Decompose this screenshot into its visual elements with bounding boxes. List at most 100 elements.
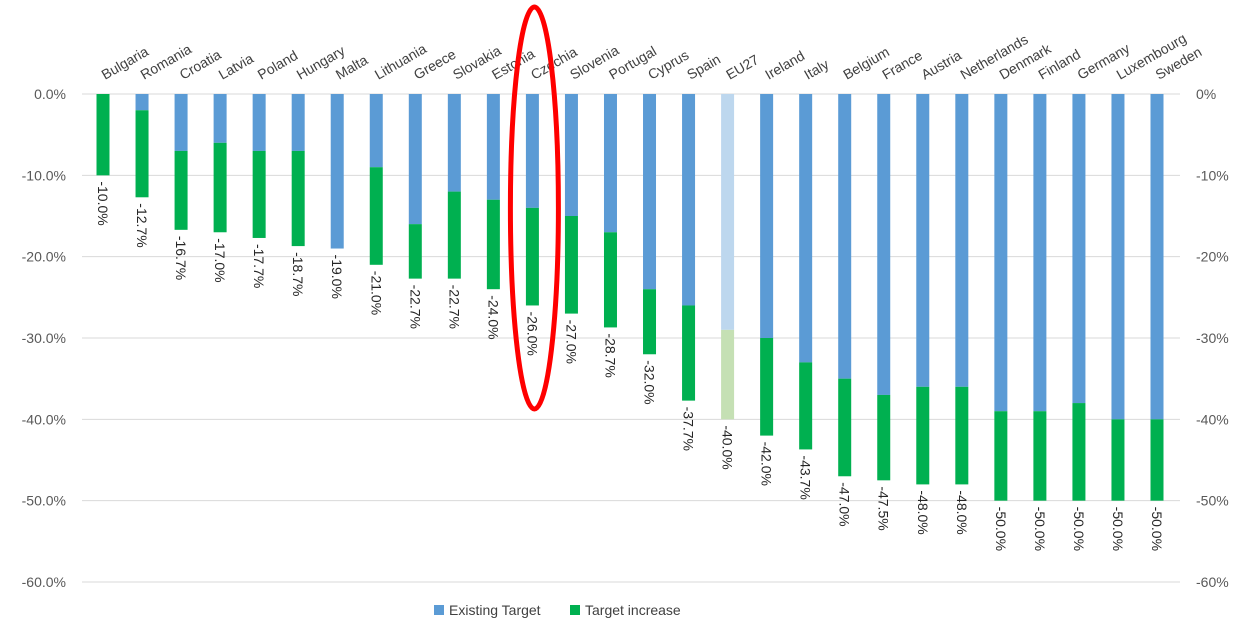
bar-existing-target bbox=[1072, 94, 1086, 404]
bar-existing-target bbox=[408, 94, 422, 225]
bar-target-increase bbox=[643, 289, 657, 355]
x-category-label: Austria bbox=[918, 47, 964, 83]
bar-existing-target bbox=[291, 94, 305, 151]
bar-existing-target bbox=[1150, 94, 1164, 420]
x-category-label: Ireland bbox=[762, 47, 807, 82]
bar-target-increase bbox=[955, 386, 969, 485]
data-label: -27.0% bbox=[563, 320, 579, 364]
x-category-label: EU27 bbox=[723, 51, 762, 82]
bar-target-increase bbox=[1072, 403, 1086, 501]
bar-target-increase bbox=[525, 207, 539, 306]
bar-target-increase bbox=[486, 199, 500, 290]
bar-target-increase bbox=[721, 329, 735, 420]
data-label: -26.0% bbox=[524, 311, 540, 355]
data-label: -28.7% bbox=[602, 333, 618, 377]
bar-target-increase bbox=[1033, 411, 1047, 501]
data-label: -10.0% bbox=[95, 181, 111, 225]
y-tick-label-left: -40.0% bbox=[22, 411, 66, 427]
bar-existing-target bbox=[1111, 94, 1125, 420]
data-label: -50.0% bbox=[1110, 507, 1126, 551]
bar-target-increase bbox=[408, 224, 422, 279]
bar-existing-target bbox=[174, 94, 188, 151]
y-tick-label-left: -30.0% bbox=[22, 330, 66, 346]
data-label: -22.7% bbox=[446, 285, 462, 329]
bar-target-increase bbox=[135, 110, 149, 198]
y-tick-label-right: -60% bbox=[1196, 574, 1229, 590]
data-label: -47.0% bbox=[837, 482, 853, 526]
bar-target-increase bbox=[1111, 419, 1125, 501]
data-label: -50.0% bbox=[993, 507, 1009, 551]
bar-target-increase bbox=[369, 167, 383, 265]
y-tick-label-left: -20.0% bbox=[22, 249, 66, 265]
data-label: -12.7% bbox=[134, 203, 150, 247]
data-label: -40.0% bbox=[720, 425, 736, 469]
bar-target-increase bbox=[252, 150, 266, 238]
bar-target-increase bbox=[877, 394, 891, 481]
bar-existing-target bbox=[486, 94, 500, 200]
highlight-ellipse bbox=[507, 4, 561, 412]
x-category-label: Latvia bbox=[216, 50, 257, 83]
legend-swatch bbox=[570, 605, 580, 615]
data-label: -22.7% bbox=[407, 285, 423, 329]
legend-swatch bbox=[434, 605, 444, 615]
bar-existing-target bbox=[603, 94, 617, 233]
y-tick-label-left: -10.0% bbox=[22, 167, 66, 183]
data-label: -32.0% bbox=[642, 360, 658, 404]
y-tick-label-left: -50.0% bbox=[22, 493, 66, 509]
y-tick-label-right: -20% bbox=[1196, 249, 1229, 265]
bar-existing-target bbox=[721, 94, 735, 330]
bar-target-increase bbox=[682, 305, 696, 401]
bar-existing-target bbox=[994, 94, 1008, 412]
data-label: -37.7% bbox=[681, 407, 697, 451]
data-label: -24.0% bbox=[485, 295, 501, 339]
bar-existing-target bbox=[1033, 94, 1047, 412]
bar-existing-target bbox=[682, 94, 696, 306]
data-label: -43.7% bbox=[798, 455, 814, 499]
y-tick-label-right: -30% bbox=[1196, 330, 1229, 346]
y-tick-label-left: 0.0% bbox=[34, 86, 66, 102]
bar-existing-target bbox=[643, 94, 657, 290]
bar-target-increase bbox=[96, 94, 110, 176]
data-label: -47.5% bbox=[876, 486, 892, 530]
bar-existing-target bbox=[213, 94, 227, 143]
bar-target-increase bbox=[291, 150, 305, 247]
y-tick-label-right: -40% bbox=[1196, 411, 1229, 427]
x-category-label: Spain bbox=[684, 51, 723, 83]
y-tick-label-right: -50% bbox=[1196, 493, 1229, 509]
legend-label: Target increase bbox=[585, 602, 681, 618]
data-label: -17.0% bbox=[212, 238, 228, 282]
bar-existing-target bbox=[135, 94, 149, 111]
y-tick-label-right: 0% bbox=[1196, 86, 1216, 102]
x-category-label: Poland bbox=[255, 47, 301, 83]
data-label: -48.0% bbox=[915, 490, 931, 534]
bar-existing-target bbox=[955, 94, 969, 387]
data-label: -50.0% bbox=[1149, 507, 1165, 551]
bar-target-increase bbox=[213, 142, 227, 233]
bar-target-increase bbox=[838, 378, 852, 477]
data-label: -50.0% bbox=[1071, 507, 1087, 551]
bar-existing-target bbox=[369, 94, 383, 168]
data-label: -48.0% bbox=[954, 490, 970, 534]
legend-label: Existing Target bbox=[449, 602, 541, 618]
bar-existing-target bbox=[916, 94, 930, 387]
data-label: -16.7% bbox=[173, 236, 189, 280]
bar-existing-target bbox=[330, 94, 344, 249]
bar-existing-target bbox=[799, 94, 813, 363]
bar-target-increase bbox=[916, 386, 930, 485]
data-label: -19.0% bbox=[329, 255, 345, 299]
bar-target-increase bbox=[174, 150, 188, 230]
bar-target-increase bbox=[447, 191, 461, 279]
bar-target-increase bbox=[1150, 419, 1164, 501]
bar-target-increase bbox=[603, 232, 617, 328]
bar-target-increase bbox=[760, 338, 774, 436]
bar-existing-target bbox=[760, 94, 774, 338]
bar-target-increase bbox=[799, 362, 813, 450]
bar-existing-target bbox=[525, 94, 539, 208]
data-label: -50.0% bbox=[1032, 507, 1048, 551]
bar-existing-target bbox=[252, 94, 266, 151]
bar-target-increase bbox=[564, 216, 578, 314]
y-tick-label-right: -10% bbox=[1196, 167, 1229, 183]
data-label: -18.7% bbox=[290, 252, 306, 296]
